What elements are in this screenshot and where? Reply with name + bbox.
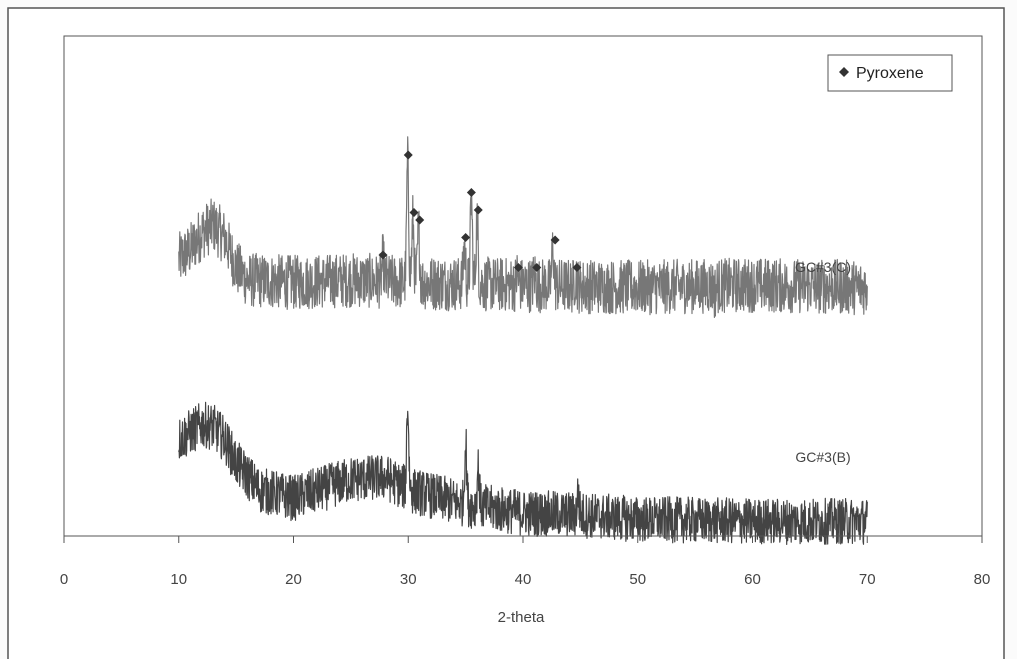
series-line-gc-3-b- bbox=[178, 401, 868, 546]
pyroxene-peak-marker bbox=[466, 188, 476, 197]
pyroxene-peak-marker bbox=[550, 235, 560, 245]
x-tick-label: 20 bbox=[285, 571, 302, 588]
x-tick-label: 60 bbox=[744, 571, 761, 588]
legend-label-pyroxene: Pyroxene bbox=[856, 65, 924, 82]
legend-diamond-icon bbox=[839, 67, 849, 77]
x-tick-label: 50 bbox=[629, 571, 646, 588]
pyroxene-peak-marker bbox=[461, 233, 471, 242]
pyroxene-peak-marker bbox=[378, 250, 388, 260]
x-axis-ticks: 0 10 20 30 40 50 60 70 80 bbox=[60, 536, 991, 588]
series-label-gc3-b: GC#3(B) bbox=[795, 449, 850, 465]
pyroxene-peak-marker bbox=[415, 215, 425, 225]
x-tick-label: 10 bbox=[170, 571, 187, 588]
x-tick-label: 70 bbox=[859, 571, 876, 588]
pyroxene-peak-marker bbox=[532, 263, 542, 272]
legend: Pyroxene bbox=[827, 54, 953, 92]
x-tick-label: 0 bbox=[60, 571, 68, 588]
x-tick-label: 40 bbox=[515, 571, 532, 588]
series-label-gc3-c: GC#3(C) bbox=[795, 259, 851, 275]
legend-box bbox=[827, 54, 953, 92]
series-line-gc-3-c- bbox=[178, 136, 868, 318]
pyroxene-peak-marker bbox=[409, 208, 419, 217]
x-axis-title: 2-theta bbox=[498, 609, 545, 626]
x-tick-label: 30 bbox=[400, 571, 417, 588]
pyroxene-peak-marker bbox=[403, 150, 413, 160]
pyroxene-peak-marker bbox=[572, 263, 582, 272]
pyroxene-peak-marker bbox=[473, 205, 483, 215]
pyroxene-peak-marker bbox=[513, 263, 523, 272]
series-layer bbox=[178, 136, 868, 546]
peak-marker-layer bbox=[378, 150, 582, 272]
x-tick-label: 80 bbox=[974, 571, 991, 588]
